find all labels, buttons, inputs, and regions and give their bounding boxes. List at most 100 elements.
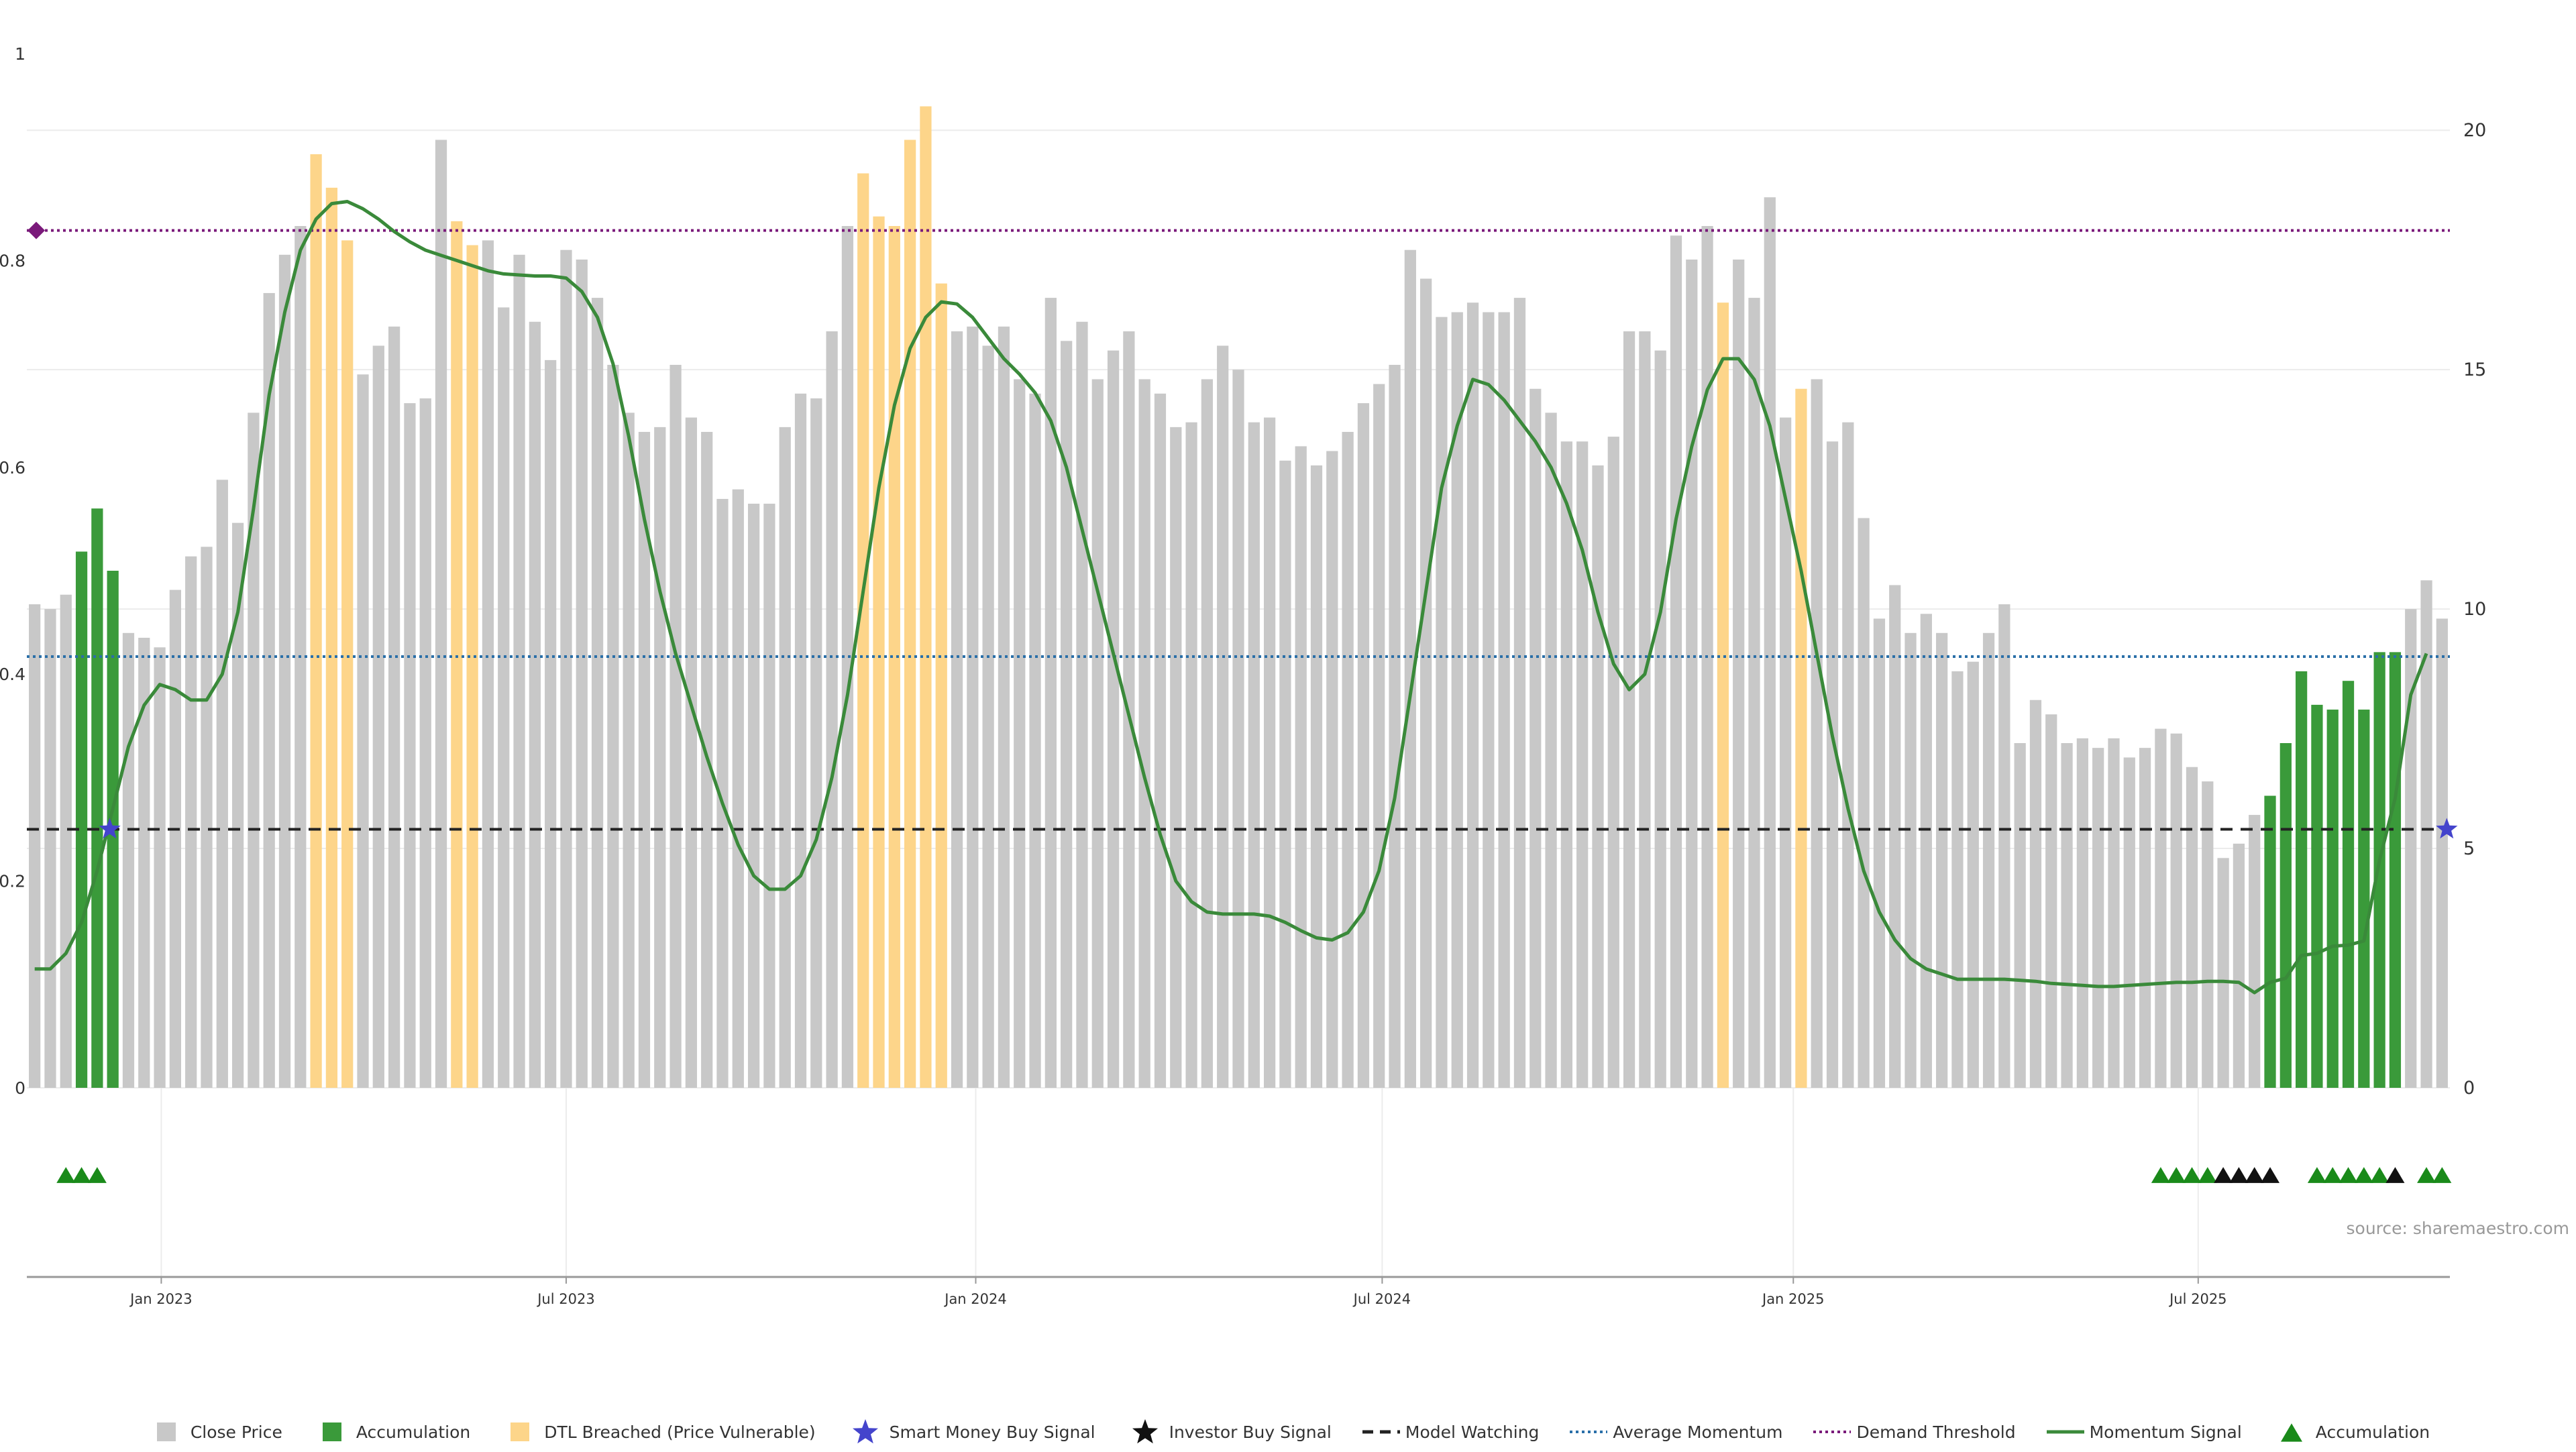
- accumulation-marker: [2307, 1167, 2326, 1183]
- legend-symbol: [1813, 1431, 1851, 1433]
- bar: [1748, 298, 1760, 1088]
- bar: [1936, 632, 1948, 1088]
- bar: [44, 609, 56, 1088]
- accumulation-marker: [87, 1167, 107, 1183]
- bar: [2155, 728, 2167, 1088]
- bar: [1545, 412, 1557, 1088]
- bar: [1904, 632, 1917, 1088]
- bar: [2389, 652, 2402, 1088]
- accumulation-marker: [2432, 1167, 2452, 1183]
- accumulation-marker: [56, 1167, 76, 1183]
- right-tick-label: 15: [2463, 359, 2486, 380]
- bar: [1263, 417, 1276, 1088]
- legend-label: Investor Buy Signal: [1169, 1422, 1332, 1442]
- legend-item: Average Momentum: [1568, 1418, 1782, 1445]
- bar: [1529, 388, 1542, 1088]
- bar: [1733, 259, 1745, 1088]
- bar: [388, 326, 400, 1088]
- bar: [154, 647, 166, 1088]
- legend-symbol: [511, 1422, 530, 1441]
- bar: [1342, 431, 1354, 1088]
- bar: [2311, 704, 2323, 1088]
- bar: [2076, 738, 2088, 1088]
- axes: Jan 2023 Jul 2023 Jan 2024 Jul 2024 Jan 2025…: [0, 44, 2486, 1307]
- bar: [576, 259, 588, 1088]
- bar: [685, 417, 698, 1088]
- right-tick-label: 20: [2463, 120, 2486, 141]
- bar: [779, 427, 791, 1088]
- accumulation-marker: [2370, 1167, 2390, 1183]
- bar: [341, 240, 354, 1088]
- legend-symbol: [156, 1422, 176, 1441]
- bars: [29, 106, 2448, 1088]
- bar: [2436, 618, 2448, 1088]
- bar: [2405, 609, 2417, 1088]
- legend-star: [852, 1419, 878, 1444]
- bar: [1185, 422, 1197, 1088]
- bar: [2295, 671, 2308, 1088]
- bar: [1061, 341, 1073, 1088]
- bar: [638, 431, 651, 1088]
- legend-item: Momentum Signal: [2045, 1418, 2242, 1445]
- bar: [1795, 388, 1807, 1088]
- bar: [2202, 781, 2214, 1088]
- bar: [1170, 427, 1182, 1088]
- left-tick-label: 0.4: [0, 665, 25, 684]
- bar: [122, 632, 135, 1088]
- left-tick-label: 0: [15, 1078, 25, 1098]
- legend-label: Smart Money Buy Signal: [889, 1422, 1095, 1442]
- bar: [669, 365, 682, 1088]
- bar: [998, 326, 1010, 1088]
- bar: [2217, 858, 2229, 1088]
- bar: [231, 522, 244, 1088]
- legend-symbol: [1362, 1430, 1400, 1434]
- bar: [2264, 795, 2276, 1088]
- bar: [810, 398, 822, 1088]
- bar: [1513, 298, 1526, 1088]
- bar: [1201, 379, 1214, 1088]
- x-tick-label: Jul 2025: [2168, 1291, 2226, 1307]
- bar: [1310, 465, 1323, 1088]
- bar: [732, 489, 744, 1088]
- bar: [2170, 733, 2182, 1088]
- legend-square: [511, 1422, 530, 1441]
- bar: [1920, 614, 1932, 1088]
- bar: [747, 504, 760, 1088]
- bar: [1670, 235, 1682, 1088]
- bar: [357, 374, 369, 1088]
- bar: [1967, 661, 1979, 1088]
- bar: [1842, 422, 1854, 1088]
- source-label: source: sharemaestro.com: [2347, 1219, 2570, 1238]
- left-tick-label: 0.6: [0, 458, 25, 478]
- bar: [404, 403, 416, 1088]
- legend-item: Accumulation: [2271, 1418, 2430, 1445]
- bar: [435, 139, 447, 1088]
- legend-label: Close Price: [190, 1422, 282, 1442]
- bar: [2420, 580, 2432, 1088]
- legend-item: Model Watching: [1361, 1418, 1539, 1445]
- x-tick-label: Jan 2024: [943, 1291, 1007, 1307]
- bar: [967, 326, 979, 1088]
- bar: [2233, 843, 2245, 1088]
- bar: [2358, 710, 2370, 1088]
- bar: [1014, 379, 1026, 1088]
- bar: [857, 173, 869, 1088]
- legend-item: Smart Money Buy Signal: [845, 1418, 1095, 1445]
- bar: [1466, 302, 1479, 1088]
- legend-label: Demand Threshold: [1856, 1422, 2016, 1442]
- smart-money-star: [2436, 818, 2458, 839]
- investor-marker: [2229, 1167, 2249, 1183]
- bar: [623, 412, 635, 1088]
- bar: [1717, 302, 1729, 1088]
- bar: [2029, 700, 2042, 1088]
- accumulation-marker: [2198, 1167, 2217, 1183]
- legend-item: Demand Threshold: [1812, 1418, 2016, 1445]
- bar: [1654, 350, 1666, 1088]
- investor-marker: [2261, 1167, 2280, 1183]
- left-tick-label: 0.8: [0, 251, 25, 270]
- x-tick-label: Jul 2024: [1352, 1291, 1411, 1307]
- bar: [248, 412, 260, 1088]
- legend-label: Accumulation: [356, 1422, 471, 1442]
- accumulation-marker: [2151, 1167, 2170, 1183]
- bar: [466, 245, 478, 1088]
